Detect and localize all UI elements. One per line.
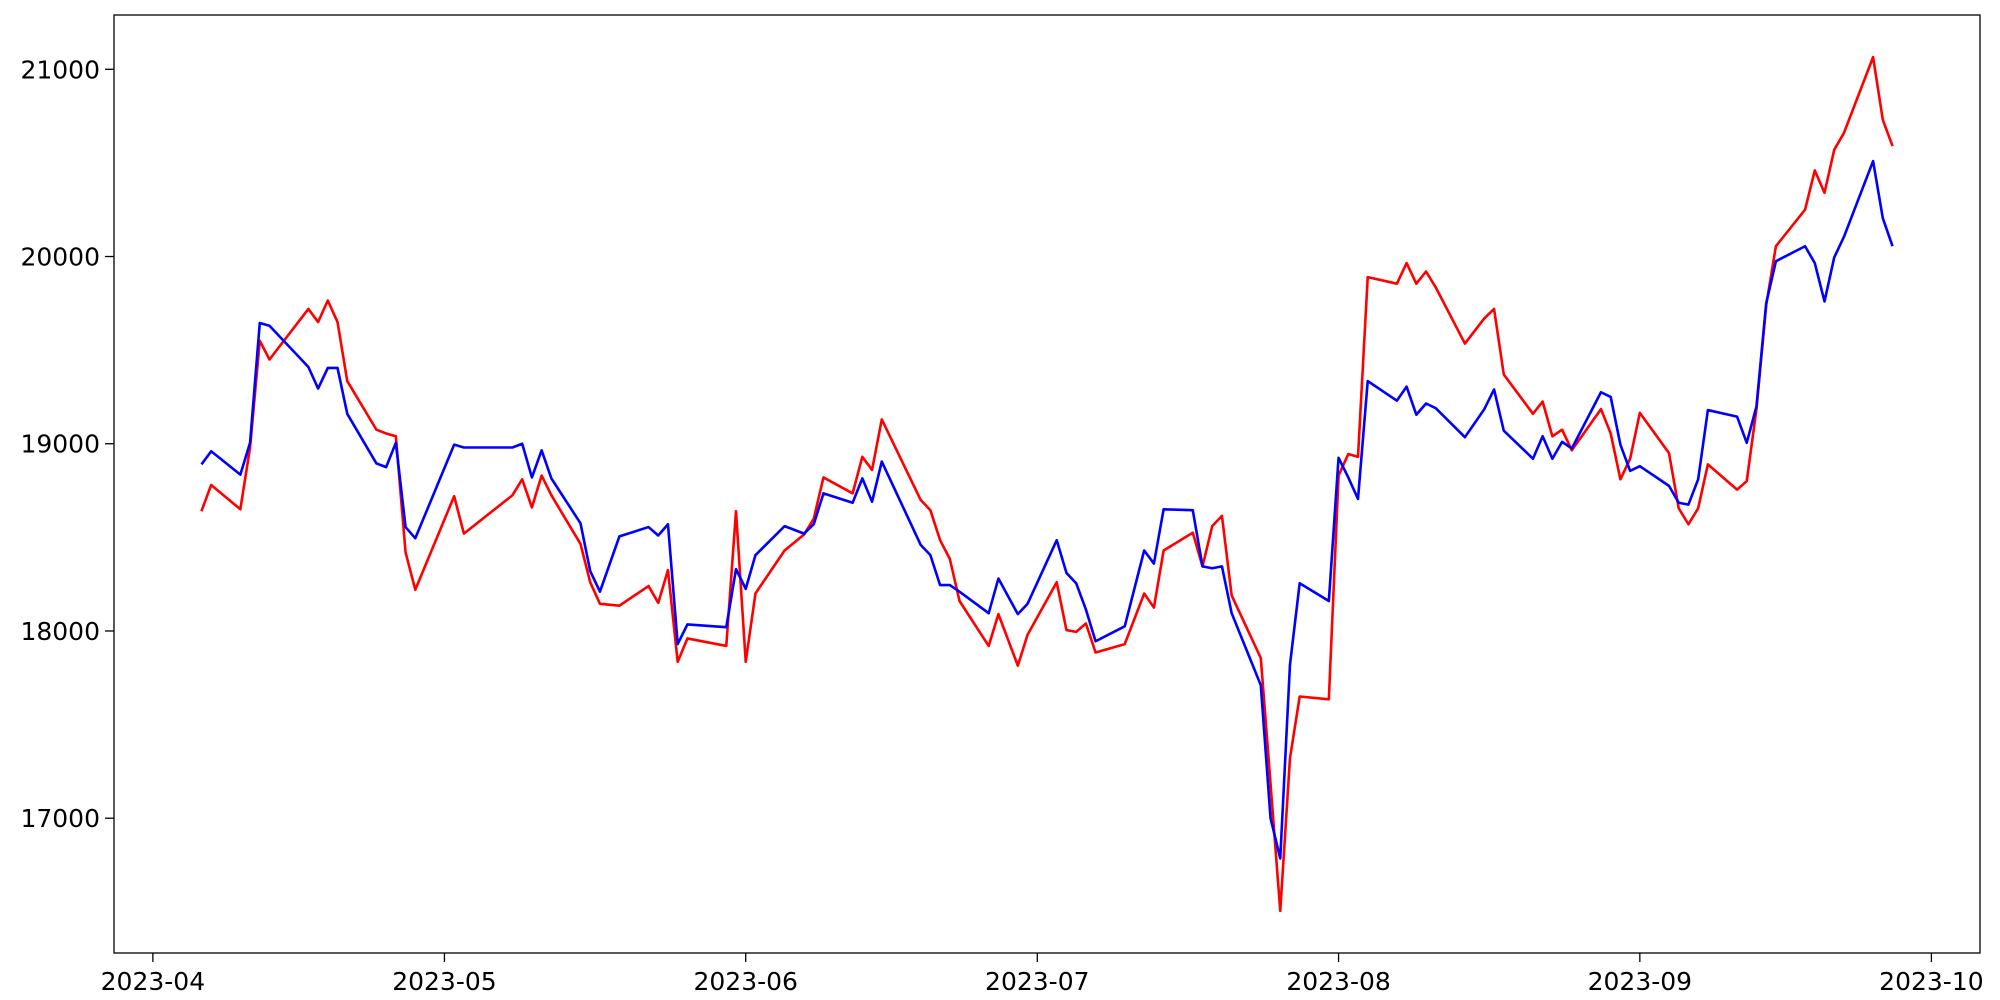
x-tick-label: 2023-09 (1588, 967, 1692, 996)
x-tick-label: 2023-08 (1286, 967, 1390, 996)
y-tick-label: 17000 (20, 804, 100, 833)
y-tick-label: 20000 (20, 243, 100, 272)
y-tick-label: 19000 (20, 430, 100, 459)
series-line (200, 55, 1894, 913)
y-tick-label: 21000 (20, 55, 100, 84)
x-tick-label: 2023-05 (392, 967, 496, 996)
plot-frame (113, 14, 1981, 954)
x-tick-label: 2023-04 (101, 967, 205, 996)
y-tick-label: 18000 (20, 617, 100, 646)
x-tick-label: 2023-10 (1879, 967, 1983, 996)
x-tick-label: 2023-06 (693, 967, 797, 996)
series-line (200, 159, 1894, 860)
x-tick-label: 2023-07 (985, 967, 1089, 996)
